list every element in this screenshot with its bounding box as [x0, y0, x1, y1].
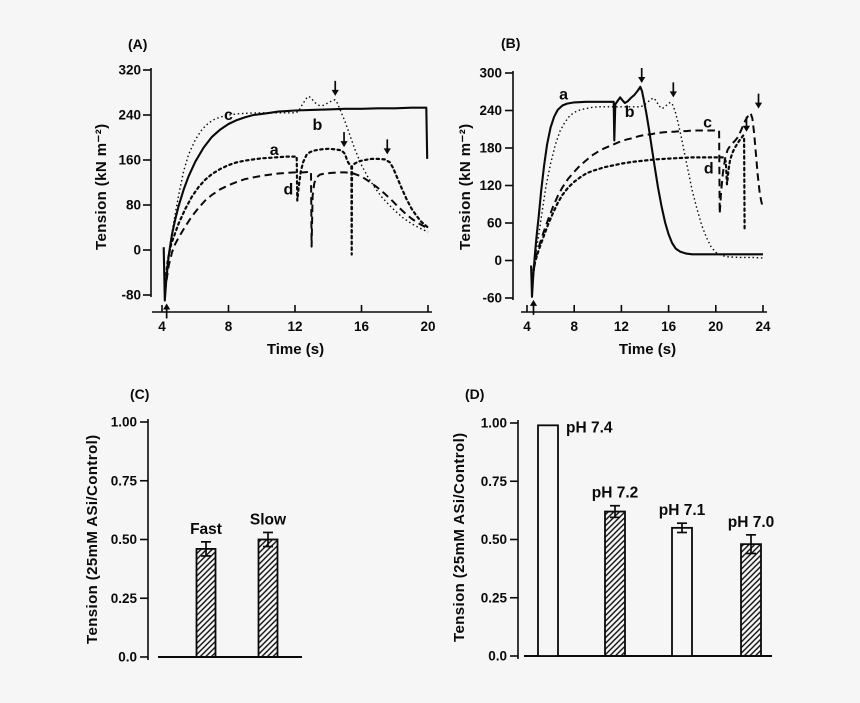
panel-b-letter: (B): [501, 35, 521, 51]
panel-c-y-axis-label: Tension (25mM ASi/Control): [84, 434, 101, 645]
x-tick-label: 16: [354, 319, 370, 334]
panel-B-trace-d: [531, 134, 746, 278]
panel-b-x-axis-label: Time (s): [618, 341, 677, 358]
panel-B-trace-a: [530, 85, 763, 298]
x-tick-label: 20: [708, 319, 723, 334]
y-tick-label: 0.50: [481, 532, 507, 547]
panel-A: 320 240 160 80 0 -80 4 8 12 16 20 c b a d: [118, 63, 435, 335]
x-tick-label: 12: [614, 319, 629, 334]
panel-A-trace-label-d: d: [283, 181, 293, 198]
y-tick-label: 0.75: [111, 473, 138, 488]
y-tick-label: 320: [118, 63, 141, 78]
panel-B-trace-label-a: a: [559, 86, 568, 103]
y-tick-label: 1.00: [481, 416, 507, 431]
panel-A-arrow-1-head: [340, 141, 348, 148]
y-tick-label: 0: [494, 253, 502, 268]
panel-A-trace-c: [162, 106, 429, 302]
y-tick-label: 300: [479, 66, 502, 81]
panel-D-bar-label-2: pH 7.1: [659, 502, 706, 519]
x-tick-label: 16: [661, 319, 677, 334]
x-tick-label: 4: [523, 319, 531, 334]
y-tick-label: 0.25: [111, 591, 138, 606]
panel-B-trace-label-b: b: [625, 104, 635, 121]
panel-A-trace-a: [163, 147, 430, 288]
panel-D-bar-pH-7.1: [671, 526, 693, 657]
y-tick-label: -80: [121, 288, 141, 303]
panel-B-x-axis: 4 8 12 16 20 24: [521, 305, 771, 334]
panel-C-bar-label-1: Slow: [250, 511, 287, 528]
panel-C-bar-Fast: [195, 548, 217, 658]
y-tick-label: -60: [482, 291, 502, 306]
panel-a-y-axis-label: Tension (kN m⁻²): [93, 123, 110, 251]
y-tick-label: 0.0: [488, 649, 507, 664]
panel-D-bar-label-3: pH 7.0: [728, 514, 775, 531]
x-tick-label: 20: [420, 319, 435, 334]
panel-D-bar-pH-7.0: [740, 543, 762, 657]
panel-A-trace-d: [163, 170, 429, 293]
y-tick-label: 160: [118, 153, 141, 168]
panel-A-trace-b: [164, 95, 429, 298]
panel-a-letter: (A): [128, 36, 148, 52]
panel-A-trace-label-c: c: [224, 107, 233, 124]
panel-C-bar-Slow: [257, 538, 279, 658]
panel-B-arrow-2-head: [742, 125, 751, 132]
panel-b-y-axis-label: Tension (kN m⁻²): [457, 123, 474, 251]
panel-A-trace-label-a: a: [270, 142, 279, 159]
panel-d-y-axis-label: Tension (25mM ASi/Control): [451, 432, 468, 643]
panel-B-y-axis: 300 240 180 120 60 0 -60: [479, 66, 514, 306]
panel-D-errorbar-2: [677, 522, 687, 534]
panel-D-bar-label-1: pH 7.2: [592, 485, 639, 502]
y-tick-label: 0.0: [118, 650, 137, 665]
panel-D: 1.00 0.75 0.50 0.25 0.0 pH 7.4 pH 7.2 pH 7.1 pH …: [481, 416, 775, 664]
panel-D-errorbar-3: [746, 533, 756, 555]
y-tick-label: 60: [487, 216, 502, 231]
panel-c-letter: (C): [130, 386, 150, 402]
y-tick-label: 0.50: [111, 532, 137, 547]
panel-C: 1.00 0.75 0.50 0.25 0.0 Fast Slow: [111, 415, 302, 665]
y-tick-label: 0.25: [481, 590, 508, 605]
panel-a-x-axis-label: Time (s): [266, 341, 325, 358]
panel-D-y-axis: 1.00 0.75 0.50 0.25 0.0: [481, 416, 519, 664]
panel-A-x-axis: 4 8 12 16 20: [152, 305, 436, 334]
panel-C-y-axis: 1.00 0.75 0.50 0.25 0.0: [111, 415, 149, 665]
panel-B-arrow-3-head: [754, 102, 763, 109]
x-tick-label: 24: [755, 319, 771, 334]
y-tick-label: 80: [126, 198, 141, 213]
panel-C-errorbar-1: [263, 531, 273, 548]
x-tick-label: 8: [570, 319, 578, 334]
y-tick-label: 1.00: [111, 415, 137, 430]
panel-B: 300 240 180 120 60 0 -60 4 8 12 16 20 24 a b c d: [479, 66, 771, 335]
panel-C-errorbar-0: [201, 540, 211, 557]
panel-d-letter: (D): [465, 386, 485, 402]
y-tick-label: 0.75: [481, 474, 508, 489]
panel-D-errorbar-1: [610, 504, 620, 519]
panel-A-arrow-2-head: [383, 148, 391, 155]
panel-D-bar-label-0: pH 7.4: [566, 419, 613, 436]
panel-B-arrow-1-head: [669, 91, 677, 98]
panel-D-bar-pH-7.2: [604, 510, 626, 657]
y-tick-label: 180: [479, 141, 502, 156]
panel-B-arrow-4-head: [529, 299, 538, 306]
panel-A-trace-label-b: b: [313, 117, 323, 134]
panel-B-arrow-0-head: [638, 77, 646, 83]
panel-B-trace-label-c: c: [703, 114, 712, 131]
panel-A-arrow-0-head: [331, 89, 339, 96]
panel-B-trace-b: [531, 97, 764, 289]
panel-C-bar-label-0: Fast: [190, 521, 222, 538]
panel-A-y-axis: 320 240 160 80 0 -80: [118, 63, 152, 303]
y-tick-label: 240: [479, 103, 502, 118]
y-tick-label: 0: [133, 243, 141, 258]
panel-D-bar-pH-7.4: [537, 424, 559, 657]
x-tick-label: 12: [287, 319, 302, 334]
panel-B-trace-label-d: d: [704, 161, 714, 178]
panel-A-arrow-3-head: [163, 303, 171, 310]
x-tick-label: 4: [158, 319, 166, 334]
y-tick-label: 120: [479, 178, 502, 193]
y-tick-label: 240: [118, 108, 141, 123]
x-tick-label: 8: [225, 319, 233, 334]
